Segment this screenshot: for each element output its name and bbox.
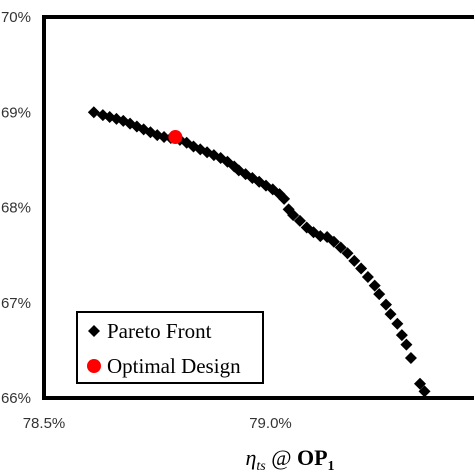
legend-marker-optimal-design <box>87 359 101 373</box>
x-label-at: @ <box>266 445 297 470</box>
y-axis-ticks: 66% 67% 68% 69% 70% <box>1 9 31 407</box>
pareto-front-point <box>293 214 306 227</box>
pareto-front-point <box>413 377 426 390</box>
pareto-front-point <box>400 338 413 351</box>
legend-label-pareto-front: Pareto Front <box>107 319 212 343</box>
x-label-op-subscript: 1 <box>328 459 335 474</box>
legend-box <box>76 311 264 384</box>
x-axis-label: ηts @ OP1 <box>245 445 334 474</box>
pareto-front-point <box>130 120 143 133</box>
pareto-front-point <box>348 254 361 267</box>
pareto-front-point <box>355 262 368 275</box>
pareto-front-point <box>384 308 397 321</box>
pareto-front-point <box>334 241 347 254</box>
x-label-symbol: η <box>245 445 256 470</box>
pareto-front-point <box>395 329 408 342</box>
pareto-front-point <box>278 192 291 205</box>
data-points <box>87 106 431 398</box>
x-tick-label: 79.0% <box>249 415 292 432</box>
pareto-front-point <box>87 106 100 119</box>
x-axis-ticks: 78.5%79.0%79.5% <box>23 415 292 432</box>
pareto-front-point <box>361 271 374 284</box>
pareto-front-point <box>380 298 393 311</box>
pareto-front-point <box>327 235 340 248</box>
x-label-subscript: ts <box>256 459 266 474</box>
y-tick-label: 67% <box>1 295 31 312</box>
pareto-front-point <box>368 279 381 292</box>
plot-frame <box>42 15 474 400</box>
legend: Pareto Front Optimal Design <box>76 311 264 384</box>
y-tick-label: 70% <box>1 9 31 26</box>
y-tick-label: 66% <box>1 390 31 407</box>
pareto-front-point <box>373 288 386 301</box>
pareto-front-point <box>341 247 354 260</box>
x-tick-label: 78.5% <box>23 415 66 432</box>
pareto-front-point <box>418 385 431 398</box>
x-label-op: OP <box>297 445 328 470</box>
pareto-front-point <box>287 209 300 222</box>
pareto-front-point <box>404 351 417 364</box>
optimal-design-point <box>168 130 183 145</box>
y-tick-label: 68% <box>1 200 31 217</box>
pareto-front-point <box>391 317 404 330</box>
legend-label-optimal-design: Optimal Design <box>107 354 241 378</box>
legend-marker-pareto-front <box>88 325 100 337</box>
y-tick-label: 69% <box>1 104 31 121</box>
